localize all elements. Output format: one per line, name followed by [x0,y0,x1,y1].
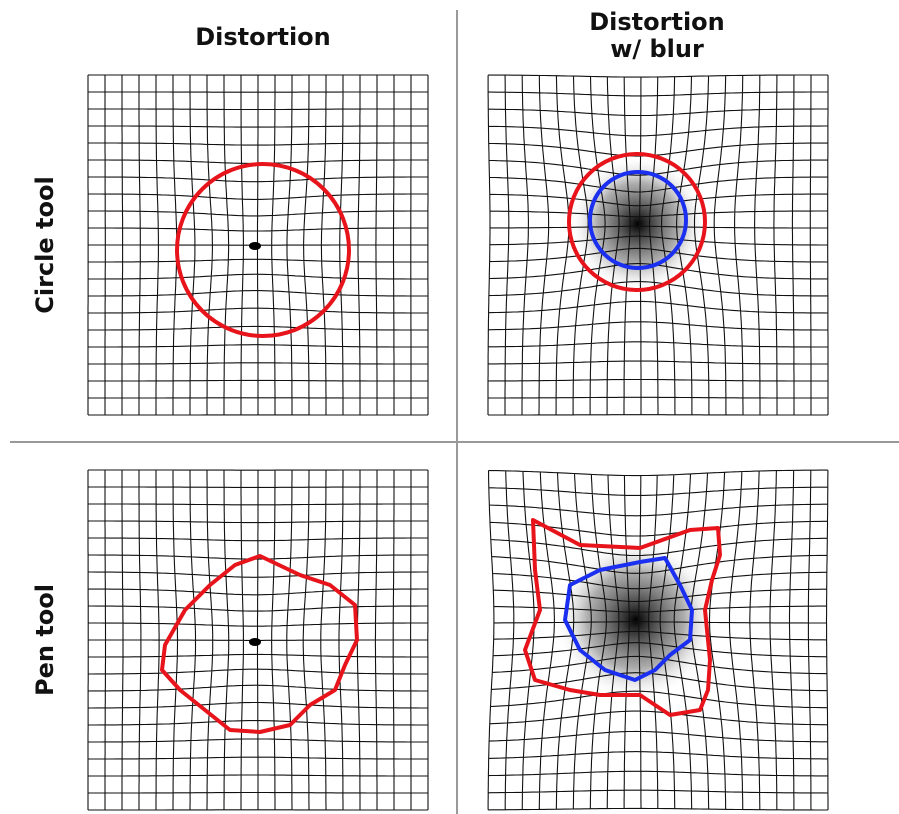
column-header: Distortion [195,23,331,51]
row-label: Pen tool [31,584,59,696]
distortion-center [249,638,261,646]
row-label: Circle tool [31,176,59,313]
figure: Distortion Distortion w/ blur Circle too… [0,0,899,814]
column-header: Distortion [589,8,725,36]
distortion-center [249,242,261,250]
column-header: w/ blur [610,35,704,63]
